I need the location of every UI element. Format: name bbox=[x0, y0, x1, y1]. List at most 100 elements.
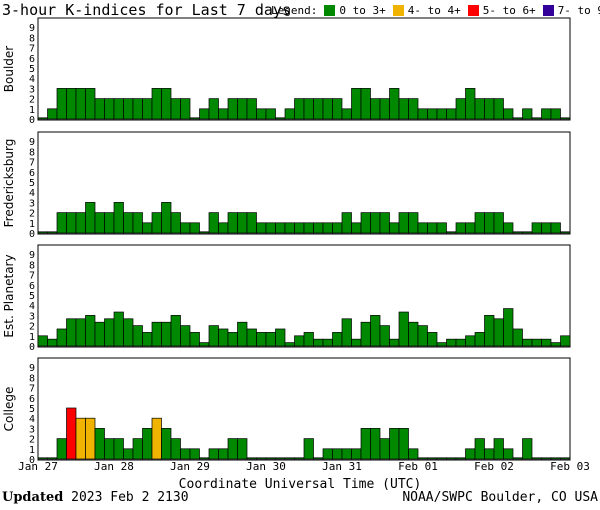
bar bbox=[104, 438, 115, 460]
panel-label: College bbox=[2, 387, 16, 432]
x-tick-label: Jan 29 bbox=[170, 460, 210, 473]
legend-label: Legend: bbox=[271, 4, 318, 17]
bar bbox=[142, 98, 153, 120]
bar bbox=[104, 212, 115, 234]
bar bbox=[37, 335, 48, 347]
bar bbox=[389, 428, 400, 460]
x-tick-label: Feb 01 bbox=[398, 460, 438, 473]
bar bbox=[256, 332, 267, 347]
bar bbox=[142, 428, 153, 460]
bar bbox=[208, 98, 219, 120]
bar bbox=[189, 117, 200, 120]
y-tick-label: 3 bbox=[29, 84, 35, 95]
bar bbox=[132, 98, 143, 120]
bar bbox=[246, 212, 257, 234]
bar bbox=[351, 88, 362, 120]
bar bbox=[56, 88, 67, 120]
bar bbox=[503, 448, 514, 460]
bar bbox=[142, 222, 153, 234]
legend-item-3: 7- to 9 bbox=[557, 4, 600, 17]
panel-frame bbox=[37, 244, 571, 348]
bar bbox=[47, 108, 58, 120]
bar bbox=[303, 222, 314, 234]
y-tick-label: 0 bbox=[29, 455, 35, 466]
bar bbox=[427, 108, 438, 120]
chart-title: 3-hour K-indices for Last 7 days bbox=[2, 1, 291, 19]
bar bbox=[417, 108, 428, 120]
bar bbox=[199, 108, 210, 120]
bar bbox=[484, 315, 495, 347]
bar bbox=[199, 231, 210, 234]
bar bbox=[170, 438, 181, 460]
y-tick-label: 5 bbox=[29, 404, 35, 415]
bar bbox=[37, 457, 48, 460]
bar bbox=[398, 212, 409, 234]
bar bbox=[313, 98, 324, 120]
y-tick-label: 2 bbox=[29, 209, 35, 220]
bar bbox=[294, 98, 305, 120]
legend-item-2: 5- to 6+ bbox=[482, 4, 536, 17]
bar bbox=[246, 457, 257, 460]
bar bbox=[246, 328, 257, 347]
bar bbox=[303, 332, 314, 347]
updated-value: 2023 Feb 2 2130 bbox=[71, 490, 189, 505]
bar bbox=[408, 321, 419, 347]
bar bbox=[256, 108, 267, 120]
bar bbox=[446, 108, 457, 120]
bar bbox=[360, 428, 371, 460]
bar bbox=[322, 222, 333, 234]
bar bbox=[351, 448, 362, 460]
bar bbox=[427, 457, 438, 460]
y-tick-label: 3 bbox=[29, 198, 35, 209]
bar bbox=[56, 328, 67, 347]
panel-label: Fredericksburg bbox=[2, 139, 16, 228]
bar bbox=[503, 308, 514, 347]
bar bbox=[446, 457, 457, 460]
bar bbox=[455, 457, 466, 460]
bar bbox=[180, 222, 191, 234]
bar bbox=[218, 108, 229, 120]
bar bbox=[189, 222, 200, 234]
bar bbox=[341, 108, 352, 120]
bar bbox=[151, 88, 162, 120]
bar bbox=[389, 88, 400, 120]
x-tick-label: Feb 03 bbox=[550, 460, 590, 473]
bar bbox=[227, 212, 238, 234]
bar bbox=[398, 428, 409, 460]
bar bbox=[123, 98, 134, 120]
bar bbox=[180, 98, 191, 120]
bar bbox=[151, 321, 162, 347]
bar bbox=[265, 332, 276, 347]
bar bbox=[474, 212, 485, 234]
bar bbox=[484, 212, 495, 234]
bar bbox=[512, 117, 523, 120]
bar bbox=[332, 448, 343, 460]
bar bbox=[170, 212, 181, 234]
bar bbox=[94, 212, 105, 234]
bar bbox=[550, 342, 561, 347]
bar bbox=[322, 448, 333, 460]
y-tick-label: 9 bbox=[29, 250, 35, 261]
bar bbox=[370, 428, 381, 460]
bar bbox=[170, 315, 181, 347]
panel-frame bbox=[37, 17, 571, 121]
bar bbox=[180, 325, 191, 347]
bar bbox=[284, 457, 295, 460]
bar bbox=[199, 457, 210, 460]
bar bbox=[113, 98, 124, 120]
bar bbox=[465, 335, 476, 347]
bar bbox=[332, 332, 343, 347]
data-source: NOAA/SWPC Boulder, CO USA bbox=[402, 490, 598, 505]
bar bbox=[237, 212, 248, 234]
bar bbox=[436, 108, 447, 120]
bar bbox=[408, 98, 419, 120]
bar bbox=[284, 222, 295, 234]
bar bbox=[275, 117, 286, 120]
bar bbox=[37, 231, 48, 234]
panel-label: Est. Planetary bbox=[2, 254, 16, 337]
bar bbox=[351, 222, 362, 234]
bar bbox=[379, 325, 390, 347]
bar bbox=[522, 108, 533, 120]
y-tick-label: 2 bbox=[29, 322, 35, 333]
bar bbox=[199, 342, 210, 347]
